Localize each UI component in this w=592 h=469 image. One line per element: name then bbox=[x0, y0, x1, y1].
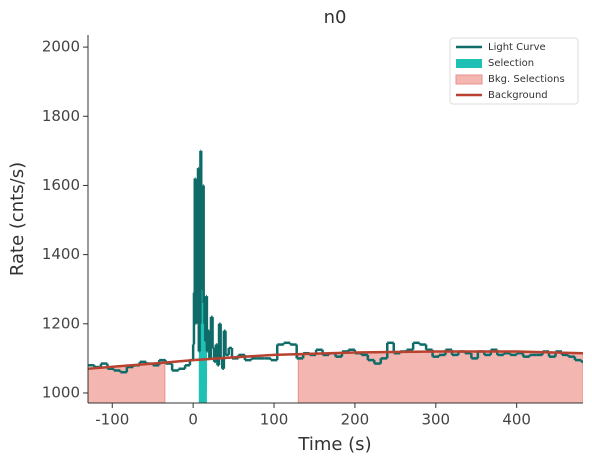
legend-label: Light Curve bbox=[488, 42, 546, 53]
y-axis-label: Rate (cnts/s) bbox=[7, 162, 28, 276]
y-tick-label: 1000 bbox=[42, 383, 80, 401]
x-tick-label: -100 bbox=[95, 411, 129, 429]
x-tick-label: 0 bbox=[188, 411, 198, 429]
y-tick-label: 1200 bbox=[42, 314, 80, 332]
legend-label: Selection bbox=[488, 58, 534, 69]
legend-label: Bkg. Selections bbox=[488, 74, 565, 85]
x-tick-label: 100 bbox=[260, 411, 289, 429]
bkg-selection bbox=[297, 350, 583, 403]
legend-swatch bbox=[455, 74, 483, 85]
y-tick-label: 1600 bbox=[42, 176, 80, 194]
y-tick-label: 2000 bbox=[42, 38, 80, 56]
legend-swatch bbox=[456, 59, 482, 68]
legend-label: Background bbox=[488, 90, 548, 101]
x-axis-label: Time (s) bbox=[297, 434, 371, 455]
x-tick-label: 200 bbox=[341, 411, 370, 429]
y-tick-label: 1400 bbox=[42, 245, 80, 263]
x-tick-label: 400 bbox=[502, 411, 531, 429]
step-connectors bbox=[93, 150, 583, 373]
background-line bbox=[88, 350, 583, 371]
chart-title: n0 bbox=[324, 7, 347, 28]
y-tick-label: 1800 bbox=[42, 107, 80, 125]
legend-box bbox=[449, 37, 579, 105]
plot-area bbox=[88, 149, 583, 403]
x-tick-label: 300 bbox=[421, 411, 450, 429]
